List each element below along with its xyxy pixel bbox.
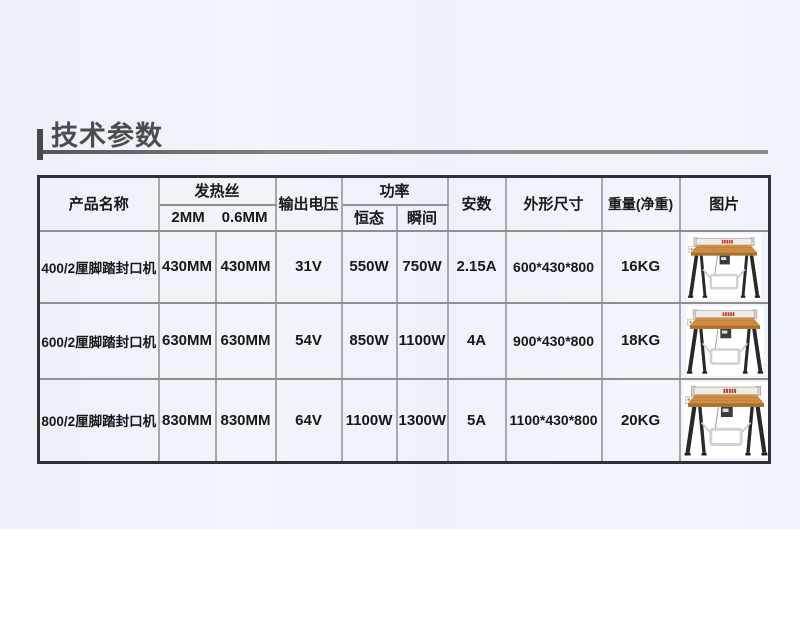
sealing-machine-image — [685, 305, 764, 376]
cell-wire-2mm: 430MM — [157, 229, 217, 304]
page-title: 技术参数 — [51, 121, 163, 151]
cell-amperage: 5A — [446, 377, 507, 464]
table-row: 600/2厘脚踏封口机 630MM 630MM 54V 850W 1100W 4… — [37, 301, 771, 380]
col-header-amperage: 安数 — [446, 175, 507, 232]
cell-product-name: 400/2厘脚踏封口机 — [37, 229, 160, 304]
header-row-top: 产品名称 发热丝 输出电压 功率 安数 外形尺寸 重量(净重) 图片 — [37, 175, 771, 232]
col-header-power: 功率 — [340, 175, 449, 206]
col-header-dimensions: 外形尺寸 — [504, 175, 603, 232]
table-row: 800/2厘脚踏封口机 830MM 830MM 64V 1100W 1300W … — [37, 377, 771, 464]
col-header-power-constant: 恒态 — [340, 203, 398, 232]
col-header-heating-wire: 发热丝 — [157, 175, 277, 206]
cell-output-voltage: 31V — [274, 229, 343, 304]
table-row: 400/2厘脚踏封口机 430MM 430MM 31V 550W 750W 2.… — [37, 229, 771, 304]
cell-wire-06mm: 630MM — [214, 301, 277, 380]
col-header-wire-06mm: 0.6MM — [221, 209, 268, 226]
cell-wire-2mm: 630MM — [157, 301, 217, 380]
cell-output-voltage: 64V — [274, 377, 343, 464]
sealing-machine-image — [683, 382, 768, 459]
cell-power-instant: 1100W — [395, 301, 449, 380]
cell-net-weight: 16KG — [600, 229, 681, 304]
sealing-machine-image — [687, 233, 761, 300]
cell-product-name: 800/2厘脚踏封口机 — [37, 377, 160, 464]
cell-output-voltage: 54V — [274, 301, 343, 380]
cell-wire-06mm: 430MM — [214, 229, 277, 304]
cell-net-weight: 18KG — [600, 301, 681, 380]
cell-power-constant: 850W — [340, 301, 398, 380]
cell-amperage: 4A — [446, 301, 507, 380]
header-row-sub: 2MM 0.6MM 恒态 瞬间 — [39, 203, 770, 232]
col-header-picture: 图片 — [678, 175, 771, 232]
cell-dimensions: 1100*430*800 — [504, 377, 603, 464]
cell-power-constant: 1100W — [340, 377, 398, 464]
col-header-product-name: 产品名称 — [37, 175, 160, 232]
spec-table: 产品名称 发热丝 输出电压 功率 安数 外形尺寸 重量(净重) 图片 2MM 0… — [37, 175, 772, 464]
col-header-power-instant: 瞬间 — [395, 203, 449, 232]
cell-wire-2mm: 830MM — [157, 377, 217, 464]
cell-wire-06mm: 830MM — [214, 377, 277, 464]
cell-picture — [678, 377, 771, 464]
col-header-wire-sizes: 2MM 0.6MM — [157, 203, 277, 232]
col-header-output-voltage: 输出电压 — [274, 175, 343, 232]
cell-picture — [678, 301, 771, 380]
cell-power-constant: 550W — [340, 229, 398, 304]
col-header-net-weight: 重量(净重) — [600, 175, 681, 232]
title-underline — [43, 150, 768, 154]
cell-amperage: 2.15A — [446, 229, 507, 304]
cell-picture — [678, 229, 771, 304]
cell-net-weight: 20KG — [600, 377, 681, 464]
cell-dimensions: 600*430*800 — [504, 229, 603, 304]
col-header-wire-2mm: 2MM — [171, 209, 205, 226]
cell-dimensions: 900*430*800 — [504, 301, 603, 380]
cell-product-name: 600/2厘脚踏封口机 — [37, 301, 160, 380]
cell-power-instant: 1300W — [395, 377, 449, 464]
cell-power-instant: 750W — [395, 229, 449, 304]
title-accent-bar — [37, 129, 43, 160]
